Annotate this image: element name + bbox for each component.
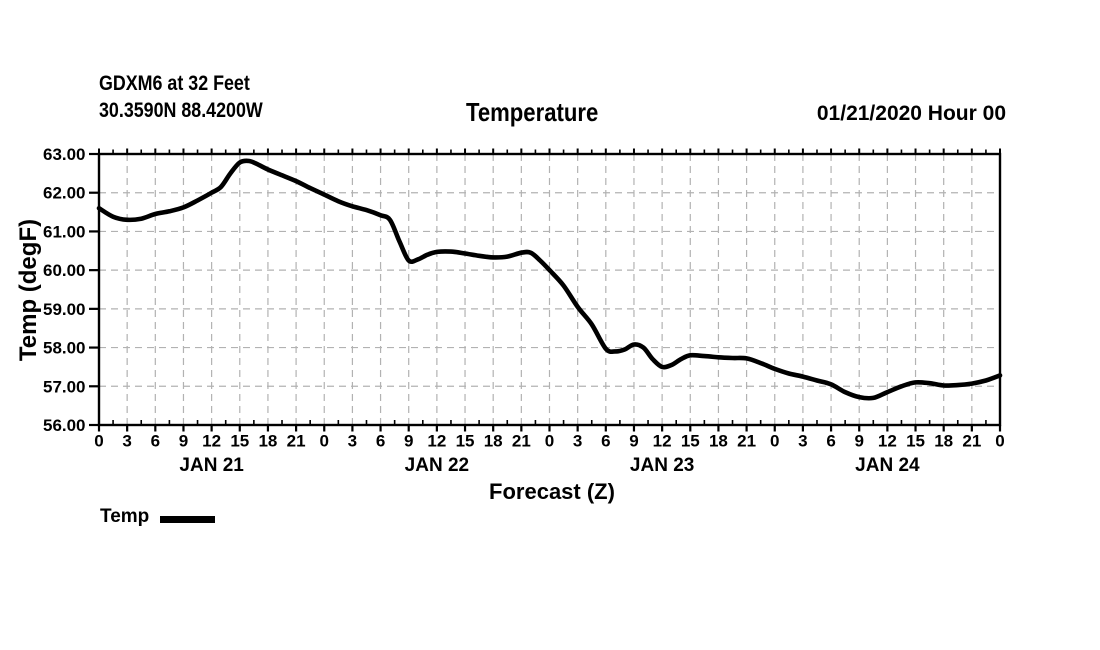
x-tick-label: 9 (629, 432, 638, 451)
x-axis-title: Forecast (Z) (489, 479, 615, 504)
x-tick-label: 0 (94, 432, 103, 451)
x-tick-label: 3 (348, 432, 357, 451)
y-tick-label: 57.00 (43, 377, 86, 396)
x-tick-label: 9 (854, 432, 863, 451)
y-tick-label: 60.00 (43, 261, 86, 280)
x-tick-label: 15 (681, 432, 700, 451)
x-tick-label: 18 (258, 432, 277, 451)
day-label: JAN 21 (179, 455, 244, 476)
x-tick-label: 6 (601, 432, 610, 451)
x-tick-label: 6 (151, 432, 160, 451)
x-tick-label: 15 (230, 432, 249, 451)
x-tick-label: 12 (427, 432, 446, 451)
x-tick-label: 21 (737, 432, 756, 451)
x-tick-label: 3 (573, 432, 582, 451)
x-tick-label: 12 (878, 432, 897, 451)
x-tick-label: 21 (512, 432, 531, 451)
x-tick-label: 0 (770, 432, 779, 451)
y-tick-label: 59.00 (43, 300, 86, 319)
location-label: 30.3590N 88.4200W (99, 99, 263, 122)
x-tick-label: 0 (320, 432, 329, 451)
y-tick-label: 62.00 (43, 184, 86, 203)
x-tick-label: 21 (287, 432, 306, 451)
x-tick-label: 9 (179, 432, 188, 451)
x-tick-label: 15 (906, 432, 925, 451)
x-tick-label: 12 (202, 432, 221, 451)
x-tick-label: 3 (798, 432, 807, 451)
y-tick-label: 58.00 (43, 339, 86, 358)
y-axis-title: Temp (degF) (15, 218, 42, 362)
x-tick-label: 3 (122, 432, 131, 451)
datetime-label: 01/21/2020 Hour 00 (816, 102, 1006, 125)
legend-label: Temp (100, 506, 150, 527)
y-tick-label: 61.00 (43, 222, 86, 241)
page-title: Temperature (466, 97, 599, 127)
day-label: JAN 24 (855, 455, 920, 476)
x-tick-label: 0 (545, 432, 554, 451)
x-tick-label: 18 (709, 432, 728, 451)
x-tick-label: 6 (826, 432, 835, 451)
x-tick-label: 9 (404, 432, 413, 451)
x-tick-label: 21 (962, 432, 981, 451)
x-tick-label: 18 (484, 432, 503, 451)
x-tick-label: 15 (456, 432, 475, 451)
x-tick-label: 0 (995, 432, 1004, 451)
x-tick-label: 6 (376, 432, 385, 451)
x-tick-label: 12 (653, 432, 672, 451)
y-tick-label: 56.00 (43, 416, 86, 435)
legend-swatch (160, 516, 215, 523)
temperature-curve (96, 158, 1003, 401)
day-label: JAN 22 (405, 455, 469, 476)
x-tick-label: 18 (934, 432, 953, 451)
day-label: JAN 23 (630, 455, 694, 476)
y-tick-label: 63.00 (43, 145, 86, 164)
station-label: GDXM6 at 32 Feet (99, 72, 250, 95)
